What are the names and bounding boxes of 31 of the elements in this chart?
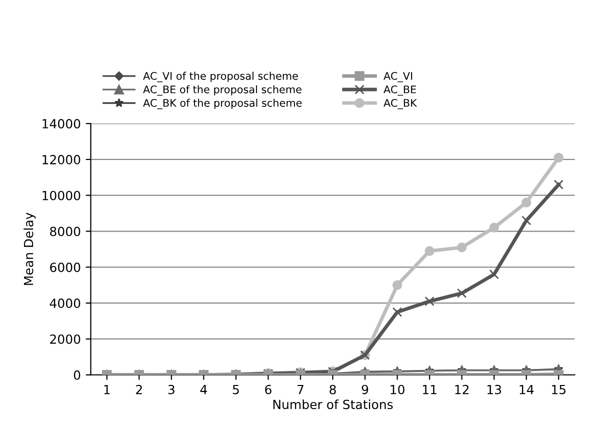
legend-label: AC_BK of the proposal scheme — [143, 98, 302, 110]
x-tick-label: 12 — [455, 384, 469, 394]
legend-label: AC_BE — [384, 85, 416, 96]
x-tick-label: 2 — [136, 384, 142, 394]
x-tick-label: 6 — [265, 384, 272, 394]
legend-label: AC_BK — [384, 98, 418, 110]
x-tick-label: 15 — [552, 384, 566, 394]
legend-label: AC_VI — [384, 72, 412, 82]
y-tick-label: 2000 — [50, 334, 80, 344]
y-tick-label: 8000 — [50, 226, 80, 236]
x-tick-label: 7 — [298, 384, 304, 394]
x-tick-label: 8 — [330, 384, 336, 394]
y-tick-label: 10000 — [42, 190, 80, 200]
legend-label: AC_BE of the proposal scheme — [143, 85, 302, 96]
x-tick-label: 9 — [362, 384, 368, 394]
y-tick-label: 14000 — [42, 119, 80, 128]
y-tick-label: 0 — [74, 370, 80, 380]
y-tick-label: 4000 — [50, 298, 80, 308]
y-axis-title: Mean Delay — [24, 212, 36, 285]
legend-label: AC_VI of the proposal scheme — [143, 72, 298, 82]
x-tick-label: 13 — [488, 384, 502, 394]
x-tick-label: 4 — [200, 384, 207, 394]
x-tick-label: 10 — [390, 384, 404, 394]
x-tick-label: 3 — [168, 384, 174, 394]
y-tick-label: 12000 — [42, 154, 80, 164]
x-axis-title: Number of Stations — [273, 399, 393, 410]
x-tick-label: 11 — [422, 384, 436, 394]
x-tick-label: 1 — [104, 384, 110, 394]
x-tick-label: 5 — [232, 384, 239, 394]
y-tick-label: 6000 — [50, 262, 80, 272]
x-tick-label: 14 — [520, 384, 534, 394]
